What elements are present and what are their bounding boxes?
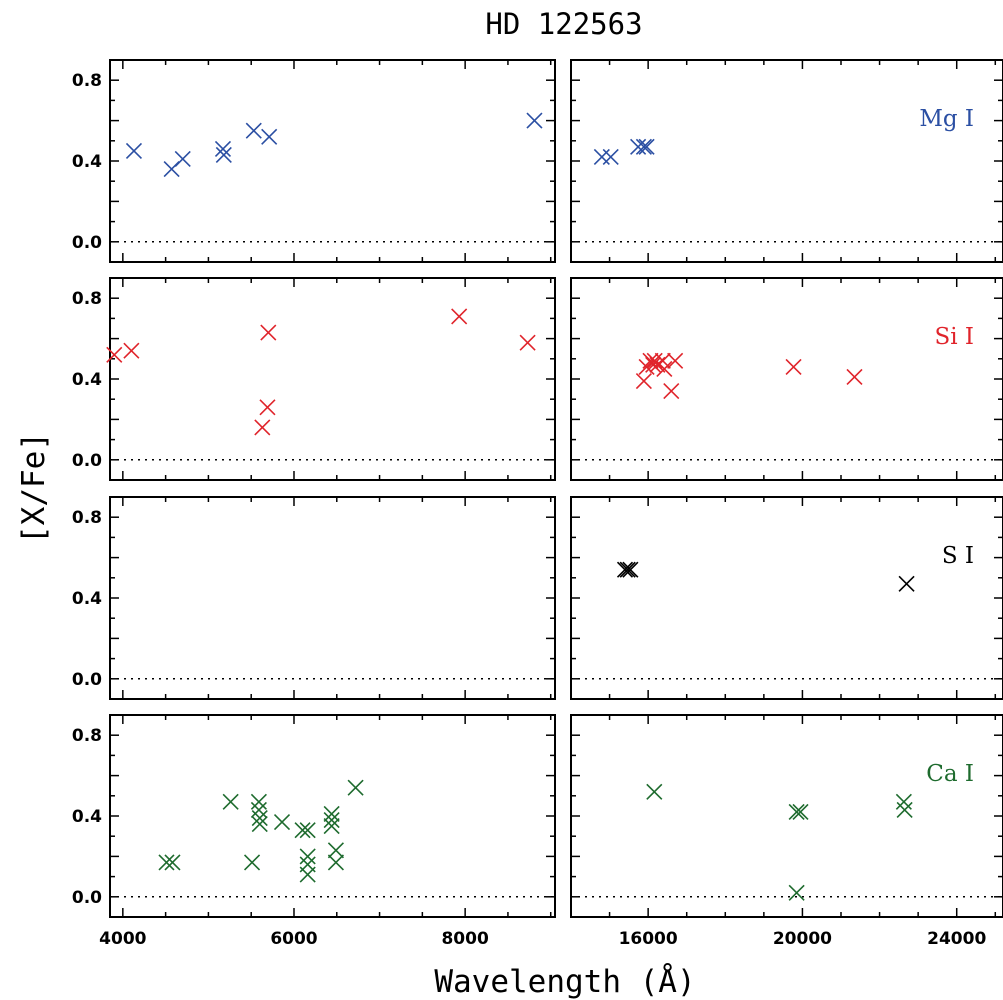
data-point [259, 399, 276, 416]
data-point [125, 142, 143, 159]
data-point [896, 801, 913, 819]
data-point [327, 854, 344, 871]
data-point [254, 419, 271, 436]
data-point [251, 809, 268, 827]
data-point [895, 793, 912, 810]
element-label: Si I [934, 324, 974, 350]
data-point [630, 138, 647, 155]
data-point [519, 334, 536, 351]
data-point [785, 358, 802, 375]
data-point [106, 346, 123, 363]
x-tick-label: 16000 [619, 929, 678, 949]
data-point [250, 801, 267, 819]
data-point [222, 793, 239, 810]
panel-ca-i-infrared: 16000 20000 24000 Ca I [570, 714, 1003, 949]
data-point [251, 816, 268, 833]
panel-si-i-optical: 0.0 0.4 0.8 [72, 277, 556, 481]
x-axis-title: Wavelength (Å) [434, 964, 695, 1000]
data-point [243, 854, 261, 871]
y-tick-label: 0.8 [72, 726, 102, 746]
data-point [619, 561, 636, 578]
data-point [323, 811, 340, 829]
data-point [250, 793, 267, 810]
data-point [164, 854, 181, 871]
panel-mg-i-optical: 0.0 0.4 0.8 [72, 59, 556, 263]
data-point [622, 561, 639, 578]
panel-frame [570, 277, 1003, 481]
panel-s-i-optical: 0.0 0.4 0.8 [72, 496, 556, 700]
data-point [261, 128, 278, 145]
data-point [158, 854, 175, 871]
panel-frame [570, 714, 1003, 918]
data-point [214, 140, 232, 157]
panel-s-i-infrared: S I [570, 496, 1003, 700]
data-point [663, 383, 680, 400]
data-point [323, 805, 340, 823]
data-point [294, 822, 311, 839]
x-tick-label: 20000 [773, 929, 832, 949]
y-tick-label: 0.0 [72, 670, 102, 690]
data-point [846, 368, 863, 386]
y-tick-label: 0.4 [72, 370, 102, 390]
x-tick-label: 8000 [441, 929, 488, 949]
data-point [645, 356, 662, 373]
data-point [327, 842, 344, 859]
panel-si-i-infrared: Si I [570, 277, 1003, 481]
y-tick-label: 0.0 [72, 451, 102, 471]
data-point [593, 148, 610, 166]
data-point [245, 122, 262, 139]
data-point [646, 352, 663, 369]
panel-frame [570, 496, 1003, 700]
x-tick-label: 6000 [270, 929, 317, 949]
x-tick-label: 4000 [99, 929, 146, 949]
data-point [788, 884, 805, 901]
data-point [602, 148, 619, 166]
data-point [299, 866, 316, 883]
panel-mg-i-infrared: Mg I [570, 59, 1003, 263]
data-point [635, 138, 652, 155]
data-point [347, 779, 364, 796]
y-tick-label: 0.8 [72, 71, 102, 91]
panel-frame [109, 277, 556, 481]
element-label: S I [942, 543, 974, 569]
data-point [792, 803, 809, 821]
panels-group: 0.0 0.4 0.8 Mg I 0.0 0.4 0.8 Si I 0.0 0.4 0.8 S I 0.… [72, 59, 1003, 949]
data-point [299, 822, 316, 839]
x-tick-label: 24000 [927, 929, 986, 949]
data-point [635, 372, 652, 390]
data-point [788, 803, 805, 821]
data-point [299, 848, 316, 865]
panel-frame [109, 496, 556, 700]
y-tick-label: 0.0 [72, 888, 102, 908]
data-point [215, 146, 232, 164]
data-point [656, 360, 673, 377]
data-point [323, 818, 340, 835]
y-tick-label: 0.4 [72, 152, 102, 172]
data-point [667, 352, 684, 369]
panel-frame [109, 59, 556, 263]
data-point [646, 783, 663, 800]
y-tick-label: 0.4 [72, 807, 102, 827]
element-label: Ca I [926, 761, 974, 787]
panel-frame [109, 714, 556, 918]
y-tick-label: 0.8 [72, 508, 102, 528]
data-point [451, 308, 468, 325]
data-point [616, 561, 634, 578]
data-point [123, 342, 140, 359]
data-point [526, 112, 543, 129]
y-tick-label: 0.4 [72, 589, 102, 609]
data-point [174, 150, 191, 168]
y-axis-title: [X/Fe] [16, 432, 52, 544]
element-label: Mg I [919, 106, 974, 132]
data-point [898, 575, 915, 592]
data-point [260, 324, 277, 341]
chart-title: HD 122563 [485, 7, 642, 41]
panel-ca-i-optical: 0.0 0.4 0.8 4000 6000 8000 [72, 714, 556, 949]
y-tick-label: 0.0 [72, 233, 102, 253]
data-point [638, 138, 655, 155]
panel-frame [570, 59, 1003, 263]
data-point [273, 813, 291, 831]
y-tick-label: 0.8 [72, 289, 102, 309]
